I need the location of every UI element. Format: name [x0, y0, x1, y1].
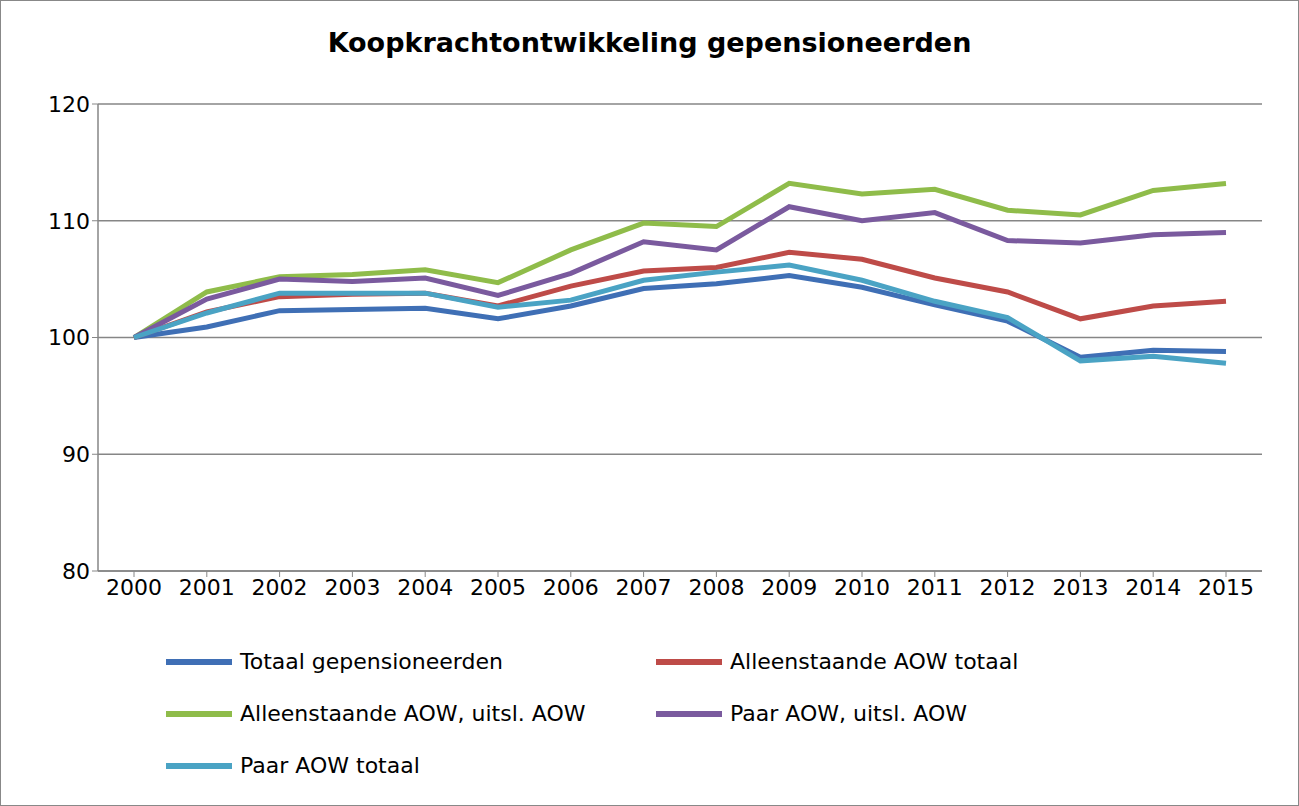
html-text:Totaal gepensioneerden: Totaal gepensioneerden	[240, 649, 503, 674]
svg-text:2006: 2006	[543, 575, 599, 600]
svg-text:2007: 2007	[616, 575, 672, 600]
html-text:Alleenstaande AOW, uitsl. AOW: Alleenstaande AOW, uitsl. AOW	[240, 701, 586, 726]
svg-text:90: 90	[62, 442, 90, 467]
svg-text:2005: 2005	[470, 575, 526, 600]
html-text:Paar AOW, uitsl. AOW: Paar AOW, uitsl. AOW	[730, 701, 967, 726]
svg-text:2003: 2003	[324, 575, 380, 600]
html-text:Paar AOW totaal: Paar AOW totaal	[240, 753, 420, 778]
html-text:Koopkrachtontwikkeling gepensi: Koopkrachtontwikkeling gepensioneerden	[327, 27, 972, 58]
svg-text:2014: 2014	[1125, 575, 1181, 600]
svg-text:2013: 2013	[1052, 575, 1108, 600]
svg-text:2008: 2008	[688, 575, 744, 600]
svg-text:2000: 2000	[106, 575, 162, 600]
svg-text:2011: 2011	[907, 575, 963, 600]
svg-text:120: 120	[48, 92, 90, 117]
svg-text:110: 110	[48, 209, 90, 234]
svg-text:2010: 2010	[834, 575, 890, 600]
svg-text:2015: 2015	[1198, 575, 1254, 600]
html-text:Alleenstaande AOW totaal: Alleenstaande AOW totaal	[730, 649, 1019, 674]
svg-text:80: 80	[62, 559, 90, 584]
svg-text:100: 100	[48, 325, 90, 350]
svg-text:2009: 2009	[761, 575, 817, 600]
svg-text:2001: 2001	[179, 575, 235, 600]
svg-text:2012: 2012	[980, 575, 1036, 600]
svg-text:2002: 2002	[252, 575, 308, 600]
svg-text:2004: 2004	[397, 575, 453, 600]
